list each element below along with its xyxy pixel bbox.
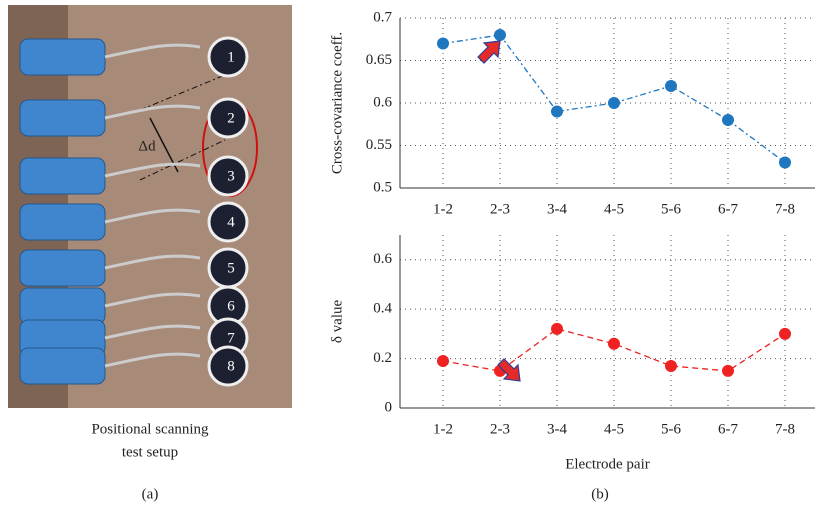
- caption: Positional scanning: [91, 421, 209, 437]
- sensor: [19, 38, 106, 76]
- pointer-arrow: [497, 358, 521, 382]
- y-tick-label: 0.65: [366, 52, 392, 68]
- data-point: [437, 355, 449, 368]
- electrode: [207, 97, 249, 139]
- electrodes: 1 2 3 4 5 6 7 8: [19, 36, 249, 387]
- x-tick-label: 4-5: [604, 421, 624, 437]
- sensor: [19, 249, 106, 287]
- data-point: [779, 327, 791, 340]
- x-tick-label: 1-2: [433, 421, 453, 437]
- x-tick-label: 2-3: [490, 421, 510, 437]
- y-tick-label: 0.55: [366, 137, 392, 153]
- x-tick-label: 6-7: [718, 201, 738, 217]
- data-point: [494, 29, 506, 41]
- sensor: [19, 99, 106, 137]
- electrode-label: 5: [227, 260, 235, 276]
- panel-label: (b): [591, 486, 609, 502]
- data-point: [722, 114, 734, 126]
- cable: [104, 162, 201, 178]
- y-axis-label: Cross-covariance coeff.: [329, 32, 345, 174]
- cable: [104, 43, 201, 59]
- y-tick-label: 0.7: [373, 9, 392, 25]
- data-point: [665, 359, 677, 372]
- y-tick-label: 0.6: [373, 94, 392, 110]
- y-tick-label: 0.2: [373, 350, 392, 366]
- electrode: [207, 36, 249, 78]
- data-point: [551, 322, 563, 335]
- data-point: [551, 105, 563, 118]
- guide-line: [139, 139, 226, 181]
- electrode: [207, 201, 249, 243]
- y-tick-label: 0: [385, 399, 393, 415]
- x-tick-label: 4-5: [604, 201, 624, 217]
- x-axis-label: Electrode pair: [565, 456, 650, 472]
- cable: [104, 104, 201, 120]
- sensor: [19, 287, 106, 325]
- x-tick-label: 5-6: [661, 201, 681, 217]
- cable: [104, 208, 201, 224]
- cable: [104, 292, 201, 308]
- electrode: [207, 155, 249, 197]
- cable: [104, 324, 201, 340]
- data-point: [608, 337, 620, 350]
- data-point: [722, 364, 734, 377]
- electrode: [207, 345, 249, 387]
- electrode-label: 2: [227, 110, 235, 126]
- data-point: [665, 80, 677, 92]
- data-point: [437, 37, 449, 50]
- x-tick-label: 7-8: [775, 201, 795, 217]
- y-axis-label: δ value: [329, 300, 345, 344]
- delta-label: Δd: [138, 138, 156, 154]
- caption: test setup: [122, 444, 178, 460]
- electrode-label: 3: [227, 168, 235, 184]
- x-tick-label: 3-4: [547, 421, 567, 437]
- x-tick-label: 2-3: [490, 201, 510, 217]
- electrode-label: 8: [227, 358, 235, 374]
- electrode-label: 6: [227, 298, 235, 314]
- electrode-label: 1: [227, 49, 235, 65]
- y-tick-label: 0.6: [373, 251, 392, 267]
- panel-label: (a): [142, 486, 159, 502]
- y-tick-label: 0.5: [373, 179, 392, 195]
- y-tick-label: 0.4: [373, 301, 392, 317]
- data-point: [779, 156, 791, 169]
- x-tick-label: 1-2: [433, 201, 453, 217]
- electrode-label: 7: [227, 330, 235, 346]
- sensor: [19, 347, 106, 385]
- guide-line: [139, 74, 226, 111]
- cable: [104, 254, 201, 270]
- pointer-arrow: [477, 40, 501, 64]
- sensor: [19, 203, 106, 241]
- x-tick-label: 5-6: [661, 421, 681, 437]
- x-tick-label: 6-7: [718, 421, 738, 437]
- electrode-label: 4: [227, 214, 235, 230]
- cable: [104, 352, 201, 368]
- x-tick-label: 7-8: [775, 421, 795, 437]
- sensor: [19, 157, 106, 195]
- data-point: [608, 97, 620, 109]
- x-tick-label: 3-4: [547, 201, 567, 217]
